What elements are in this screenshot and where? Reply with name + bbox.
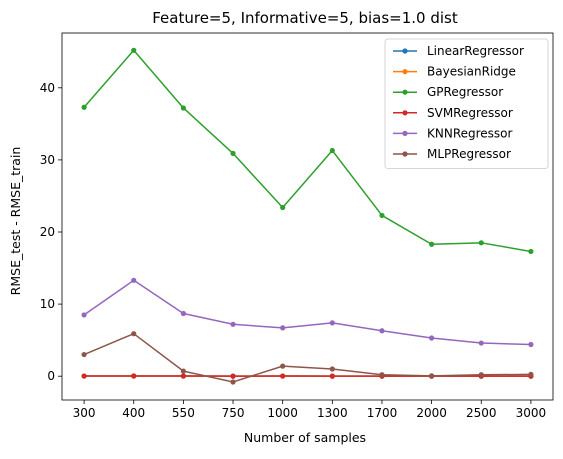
y-axis-label: RMSE_test - RMSE_train — [8, 147, 23, 296]
data-point-svmregressor — [131, 373, 136, 378]
legend-label-bayesianridge: BayesianRidge — [427, 65, 516, 79]
data-point-svmregressor — [330, 374, 335, 379]
x-tick-label: 750 — [222, 406, 245, 420]
data-point-mlpregressor — [379, 372, 384, 377]
data-point-gpregressor — [230, 151, 235, 156]
x-axis-label: Number of samples — [244, 430, 366, 445]
data-point-mlpregressor — [528, 372, 533, 377]
x-tick-label: 1700 — [367, 406, 398, 420]
data-point-gpregressor — [280, 205, 285, 210]
data-point-knnregressor — [280, 325, 285, 330]
y-tick-label: 40 — [40, 81, 55, 95]
data-point-svmregressor — [230, 374, 235, 379]
data-point-mlpregressor — [81, 352, 86, 357]
y-tick-label: 20 — [40, 225, 55, 239]
legend: LinearRegressor BayesianRidge GPRegressor S… — [385, 39, 548, 169]
data-point-knnregressor — [479, 340, 484, 345]
data-point-gpregressor — [429, 242, 434, 247]
y-tick-label: 0 — [47, 369, 55, 383]
y-tick-label: 10 — [40, 297, 55, 311]
data-point-gpregressor — [379, 213, 384, 218]
data-point-mlpregressor — [479, 372, 484, 377]
data-point-gpregressor — [181, 105, 186, 110]
legend-marker-knnregressor — [402, 131, 407, 136]
legend-label-mlpregressor: MLPRegressor — [427, 147, 511, 161]
data-point-knnregressor — [528, 342, 533, 347]
data-point-svmregressor — [181, 373, 186, 378]
y-tick-label: 30 — [40, 153, 55, 167]
data-point-knnregressor — [81, 312, 86, 317]
data-point-svmregressor — [81, 373, 86, 378]
legend-label-linearregressor: LinearRegressor — [427, 44, 524, 58]
data-point-knnregressor — [230, 322, 235, 327]
series-line-knnregressor — [84, 280, 531, 344]
x-tick-label: 1300 — [317, 406, 348, 420]
data-point-mlpregressor — [280, 364, 285, 369]
legend-label-svmregressor: SVMRegressor — [427, 106, 513, 120]
data-point-mlpregressor — [131, 331, 136, 336]
data-point-knnregressor — [379, 328, 384, 333]
legend-marker-mlpregressor — [402, 151, 407, 156]
legend-marker-bayesianridge — [402, 69, 407, 74]
data-point-mlpregressor — [230, 379, 235, 384]
x-tick-label: 3000 — [516, 406, 547, 420]
data-point-knnregressor — [131, 278, 136, 283]
data-point-mlpregressor — [429, 373, 434, 378]
x-tick-label: 550 — [172, 406, 195, 420]
legend-marker-linearregressor — [402, 48, 407, 53]
data-point-gpregressor — [330, 148, 335, 153]
x-tick-label: 2000 — [416, 406, 447, 420]
data-point-mlpregressor — [181, 369, 186, 374]
chart-title: Feature=5, Informative=5, bias=1.0 dist — [152, 9, 458, 27]
data-point-knnregressor — [429, 335, 434, 340]
data-point-gpregressor — [479, 240, 484, 245]
x-tick-label: 300 — [73, 406, 96, 420]
x-tick-label: 2500 — [466, 406, 497, 420]
data-point-gpregressor — [131, 48, 136, 53]
x-tick-label: 400 — [122, 406, 145, 420]
legend-label-gpregressor: GPRegressor — [427, 85, 503, 99]
data-point-mlpregressor — [330, 366, 335, 371]
legend-marker-svmregressor — [402, 110, 407, 115]
legend-marker-gpregressor — [402, 90, 407, 95]
data-point-knnregressor — [181, 311, 186, 316]
legend-label-knnregressor: KNNRegressor — [427, 126, 513, 140]
data-point-gpregressor — [81, 105, 86, 110]
data-point-svmregressor — [280, 373, 285, 378]
data-point-knnregressor — [330, 320, 335, 325]
data-point-gpregressor — [528, 249, 533, 254]
x-tick-label: 1000 — [267, 406, 298, 420]
